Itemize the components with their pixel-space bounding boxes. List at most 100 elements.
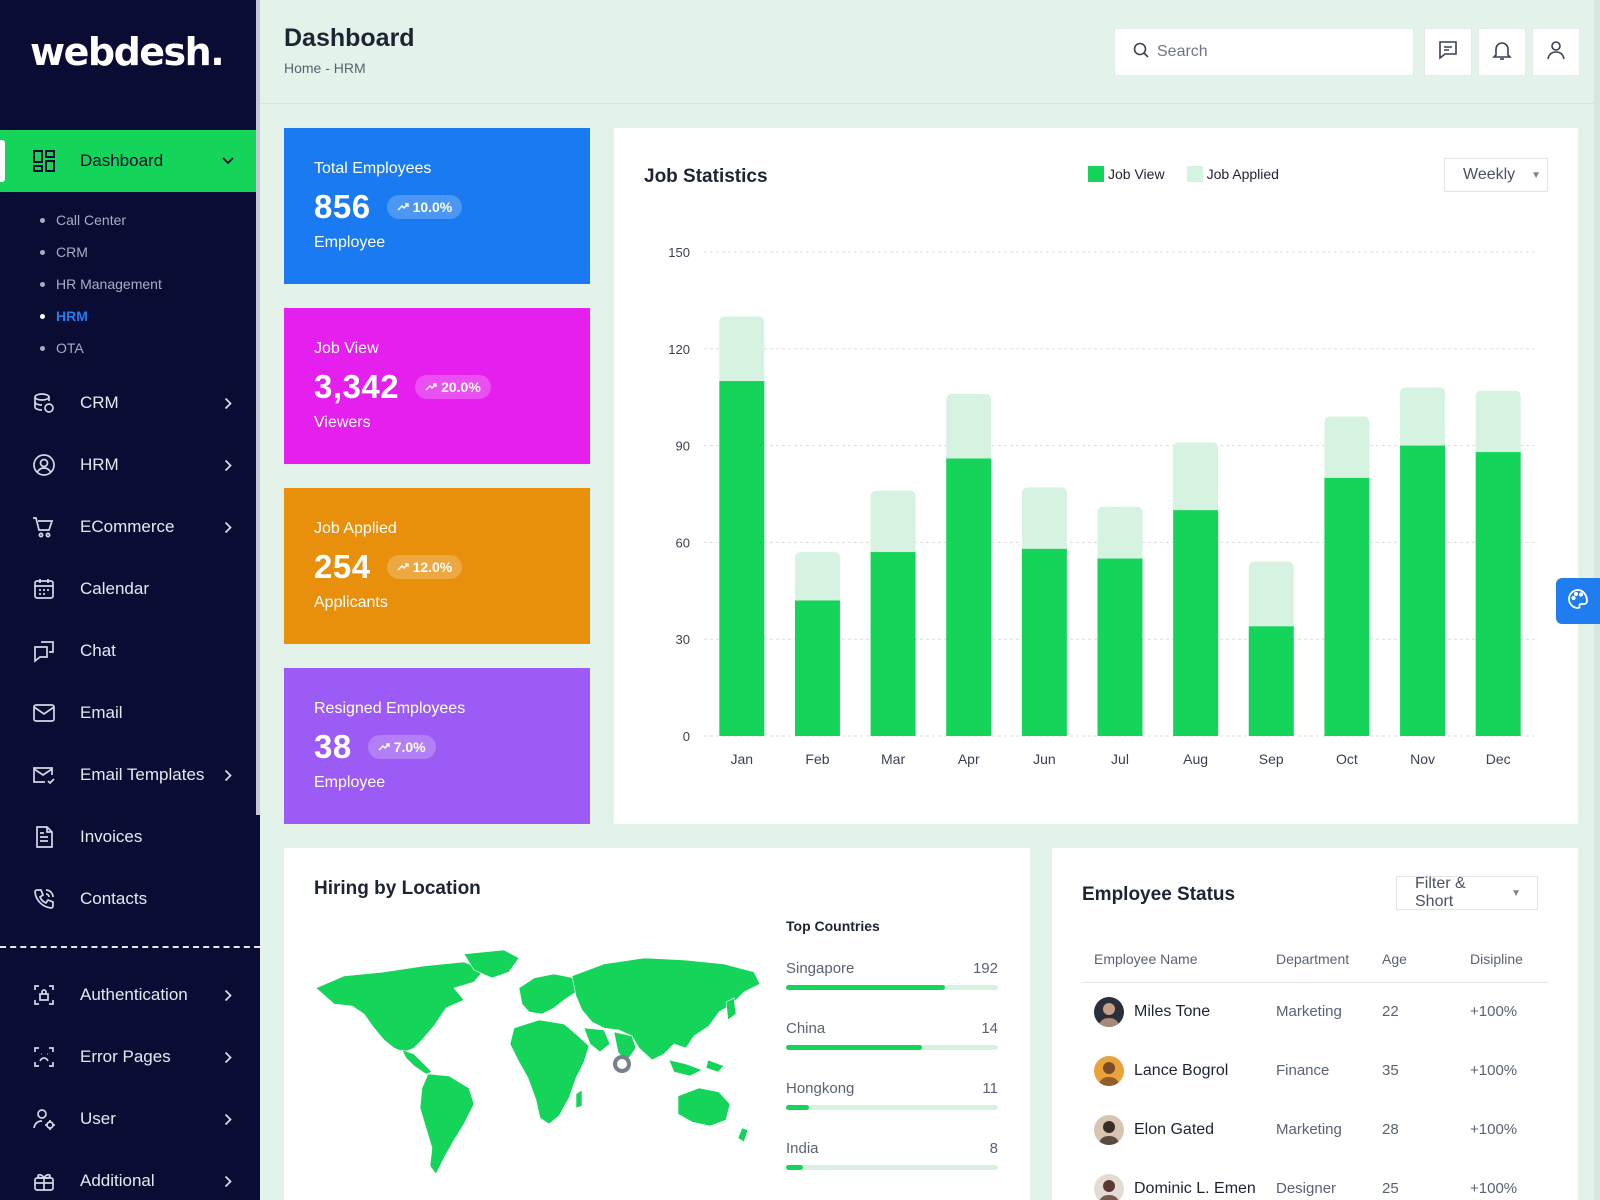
column-employee-name[interactable]: Employee Name [1082,936,1264,983]
sidebar-item-additional[interactable]: Additional [0,1150,260,1200]
table-row[interactable]: Miles Tone Marketing 22 +100% [1082,982,1548,1041]
theme-settings-button[interactable] [1556,578,1600,624]
x-tick-label: Jun [1033,751,1056,767]
bar-job-applied [1097,506,1143,559]
country-value: 11 [982,1080,998,1097]
sidebar-item-calendar[interactable]: Calendar [0,558,260,620]
stat-value: 3,342 [314,368,400,405]
sidebar-item-dashboard[interactable]: Dashboard [0,130,260,192]
page-title: Dashboard [284,24,415,52]
employee-department: Marketing [1276,1003,1342,1021]
bar-job-view [1475,452,1521,736]
chevron-right-icon [220,769,236,782]
stat-value: 254 [314,548,371,585]
column-age[interactable]: Age [1370,936,1458,983]
y-tick-label: 150 [668,245,690,260]
sidebar-item-error-pages[interactable]: Error Pages [0,1026,260,1088]
job-statistics-panel: Job Statistics Job View Job Applied Week… [614,128,1578,824]
stat-value: 38 [314,728,352,765]
sidebar-item-ecommerce[interactable]: ECommerce [0,496,260,558]
map-pin-icon[interactable] [613,1055,631,1073]
column-discipline[interactable]: Disipline [1458,936,1548,983]
messages-button[interactable] [1424,28,1472,76]
user-gear-icon [32,1107,56,1131]
job-statistics-chart: 0 30 60 90 120 150 Jan Feb Mar Apr Jun Jul Aug Sep Oct… [668,245,1536,767]
x-tick-label: Mar [881,751,905,767]
stat-card-job-applied[interactable]: Job Applied 254 12.0% Applicants [284,488,590,644]
x-tick-label: Nov [1410,751,1435,767]
bar-job-applied [794,552,840,601]
sidebar-item-label: CRM [80,393,119,412]
sidebar-item-label: Authentication [80,985,188,1004]
table-row[interactable]: Dominic L. Emen Designer 25 +100% [1082,1159,1548,1200]
employee-department: Designer [1276,1180,1337,1197]
country-progress-bar [786,1105,810,1110]
sidebar-item-hrm[interactable]: HRM [0,434,260,496]
stat-subtitle: Employee [314,774,386,791]
table-row[interactable]: Elon Gated Marketing 28 +100% [1082,1100,1548,1159]
bar-job-view [1021,548,1067,736]
legend-job-view[interactable]: Job View [1088,166,1165,182]
sidebar-item-invoices[interactable]: Invoices [0,806,260,868]
mail-icon [32,701,56,725]
profile-button[interactable] [1532,28,1580,76]
sidebar-item-user[interactable]: User [0,1088,260,1150]
sidebar-item-label: Email [80,703,123,722]
breadcrumb[interactable]: Home - HRM [284,60,366,76]
country-name: China [786,1020,826,1037]
sidebar-item-authentication[interactable]: Authentication [0,964,260,1026]
x-tick-label: Aug [1183,751,1208,767]
bar-job-applied [719,316,765,382]
country-value: 14 [981,1020,998,1037]
submenu-item-call-center[interactable]: Call Center [0,204,260,236]
user-circle-icon [32,453,56,477]
employee-discipline: +100% [1470,1003,1518,1021]
employee-name: Lance Bogrol [1134,1061,1229,1079]
sidebar-item-crm[interactable]: CRM [0,372,260,434]
sidebar-nav: CRM HRM ECommerce Calendar Chat Email Email Te… [0,372,260,930]
sidebar-item-chat[interactable]: Chat [0,620,260,682]
sidebar-item-contacts[interactable]: Contacts [0,868,260,930]
chevron-down-icon: ▼ [1531,169,1542,181]
stat-title: Total Employees [314,160,432,177]
stat-subtitle: Employee [314,234,386,251]
bell-icon [1491,39,1513,66]
sidebar-item-email[interactable]: Email [0,682,260,744]
bar-job-view [1400,445,1446,736]
x-tick-label: Jan [731,751,754,767]
sidebar-item-label: ECommerce [80,517,175,536]
x-tick-label: Oct [1336,751,1358,767]
filter-sort-dropdown[interactable]: Filter & Short ▼ [1396,875,1538,910]
stat-card-job-view[interactable]: Job View 3,342 20.0% Viewers [284,308,590,464]
period-dropdown[interactable]: Weekly ▼ [1444,158,1548,192]
sidebar-scrollbar[interactable] [256,0,260,815]
bar-job-view [1173,510,1219,736]
sidebar-item-email-templates[interactable]: Email Templates [0,744,260,806]
search-icon [1133,42,1149,63]
stat-card-resigned-employees[interactable]: Resigned Employees 38 7.0% Employee [284,668,590,824]
avatar [1094,996,1124,1027]
country-singapore: Singapore 192 [786,960,998,990]
notifications-button[interactable] [1478,28,1526,76]
hiring-title: Hiring by Location [314,878,481,899]
submenu-item-hr-management[interactable]: HR Management [0,268,260,300]
employee-status-title: Employee Status [1082,884,1236,905]
country-progress-bar [786,985,945,990]
job-statistics-title: Job Statistics [644,166,768,187]
trend-up-icon [397,203,409,211]
column-department[interactable]: Department [1264,936,1370,983]
stat-card-total-employees[interactable]: Total Employees 856 10.0% Employee [284,128,590,284]
chevron-right-icon [220,1051,236,1064]
submenu-item-ota[interactable]: OTA [0,332,260,364]
table-row[interactable]: Lance Bogrol Finance 35 +100% [1082,1041,1548,1100]
submenu-item-crm[interactable]: CRM [0,236,260,268]
bar-job-applied [1475,390,1521,453]
search-input[interactable] [1157,43,1397,61]
x-tick-label: Feb [805,751,829,767]
submenu-item-hrm[interactable]: HRM [0,300,260,332]
lock-icon [32,983,56,1007]
legend-job-applied[interactable]: Job Applied [1186,166,1279,182]
x-tick-label: Jul [1111,751,1129,767]
employee-age: 28 [1382,1121,1399,1138]
bar-job-view [1324,477,1370,736]
